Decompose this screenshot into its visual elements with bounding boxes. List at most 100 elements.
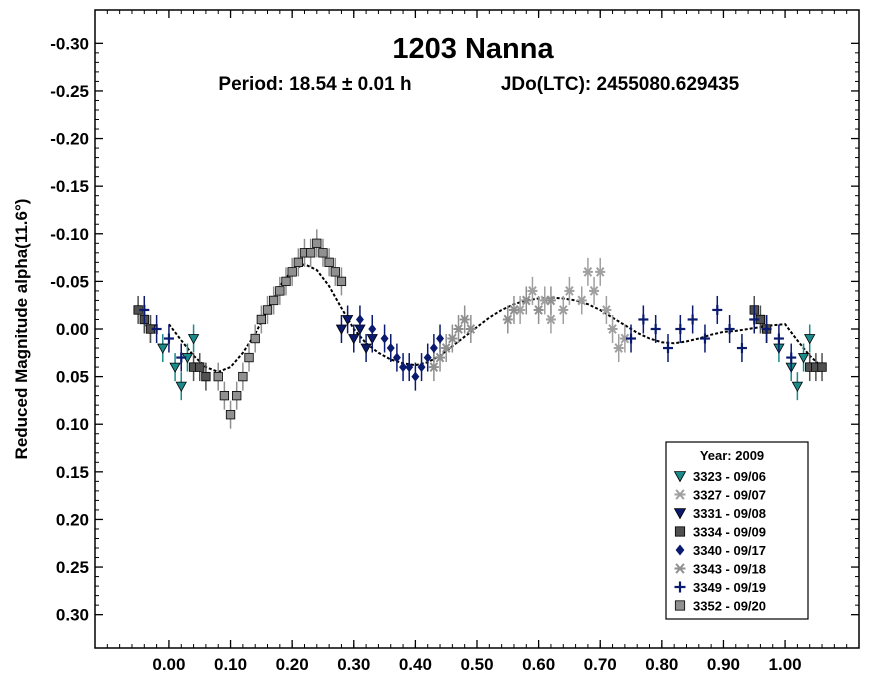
data-point (293, 257, 303, 267)
data-point (336, 276, 347, 287)
data-point (157, 343, 169, 354)
data-point (195, 362, 205, 372)
legend-marker (673, 508, 687, 520)
data-point (663, 343, 673, 354)
fit-curve-layer (168, 263, 823, 373)
data-point (360, 343, 372, 354)
data-point (545, 295, 556, 306)
legend-marker (673, 471, 687, 483)
x-tick-label: 0.90 (707, 655, 740, 674)
y-tick-label: 0.10 (56, 415, 89, 434)
data-point (558, 305, 569, 315)
data-point (502, 314, 513, 325)
data-point (564, 286, 575, 296)
y-tick-label: -0.20 (50, 130, 89, 149)
data-point (219, 391, 230, 401)
y-tick-label: -0.30 (50, 34, 89, 53)
legend-marker (674, 526, 686, 537)
x-tick-label: 0.80 (645, 655, 678, 674)
data-point (399, 362, 408, 373)
data-point (213, 371, 223, 382)
data-point (151, 324, 162, 334)
chart-title: 1203 Nanna (392, 33, 554, 65)
data-point (527, 286, 538, 296)
data-point (225, 410, 236, 420)
data-point (791, 381, 804, 392)
x-tick-label: 0.70 (584, 655, 617, 674)
data-point (330, 267, 340, 277)
x-tick-label: 0.50 (460, 655, 493, 674)
data-point (675, 324, 686, 334)
y-tick-label: 0.00 (56, 320, 89, 339)
data-point (582, 266, 593, 277)
data-point (459, 314, 470, 325)
data-point (368, 324, 377, 334)
data-point (318, 248, 328, 258)
data-point (139, 304, 150, 315)
data-point (441, 343, 452, 353)
data-point (244, 352, 254, 363)
y-axis-label: Reduced Magnitude alpha(11.6°) (12, 199, 31, 460)
data-point (287, 267, 297, 277)
legend-marker (674, 581, 686, 593)
data-point (428, 362, 439, 372)
data-point (163, 333, 174, 344)
x-tick-label: 0.20 (276, 655, 309, 674)
x-tick-label: 0.60 (522, 655, 555, 674)
data-point (508, 305, 519, 315)
x-tick-label: 0.30 (337, 655, 370, 674)
legend-label: 3340 - 09/17 (693, 543, 766, 558)
data-point (736, 343, 747, 354)
data-point (699, 333, 710, 344)
legend-label: 3349 - 09/19 (693, 580, 766, 595)
data-point (447, 333, 458, 344)
legend-label: 3323 - 09/06 (693, 469, 766, 484)
data-point (576, 295, 587, 306)
data-point (250, 333, 260, 344)
data-point (187, 334, 200, 345)
x-tick-label: 0.40 (399, 655, 432, 674)
data-point (545, 314, 556, 325)
data-point (341, 315, 354, 326)
data-point (613, 343, 624, 353)
legend-marker (675, 544, 685, 556)
data-point (201, 371, 211, 382)
legend-entries: 3323 - 09/06 3327 - 09/07 3331 - 09/08 3334… (673, 469, 766, 614)
data-points-layer (133, 229, 827, 429)
legend-marker (674, 600, 686, 611)
y-tick-label: 0.20 (56, 510, 89, 529)
data-point (749, 314, 760, 325)
data-point (281, 276, 291, 287)
y-tick-label: -0.10 (50, 225, 89, 244)
data-point (817, 362, 827, 372)
data-point (797, 353, 810, 364)
legend-marker (674, 563, 686, 574)
data-point (423, 352, 432, 363)
data-point (324, 257, 334, 267)
data-point (335, 324, 348, 335)
data-point (638, 314, 649, 325)
y-tick-label: 0.30 (56, 606, 89, 625)
data-point (262, 305, 273, 315)
y-tick-label: 0.25 (56, 558, 89, 577)
ticks-layer: -0.30 -0.25 -0.20 -0.15 -0.10 -0.05 0.00 0.05 0.… (50, 10, 859, 674)
data-point (607, 324, 618, 334)
y-tick-label: 0.05 (56, 368, 89, 387)
y-tick-label: -0.25 (50, 82, 89, 101)
data-point (626, 333, 637, 344)
x-tick-label: 1.00 (769, 655, 802, 674)
data-point (380, 333, 389, 344)
data-point (175, 381, 187, 392)
chart-subtitle-period: Period: 18.54 ± 0.01 h (218, 74, 411, 95)
chart-subtitle-epoch: JDo(LTC): 2455080.629435 (501, 74, 740, 95)
data-point (256, 314, 267, 325)
legend: Year: 2009 3323 - 09/06 3327 - 09/07 3331 … (665, 441, 809, 620)
data-point (411, 371, 420, 382)
data-point (435, 352, 446, 363)
y-tick-label: 0.15 (56, 463, 89, 482)
x-tick-label: 0.10 (214, 655, 247, 674)
data-point (275, 286, 285, 296)
legend-label: 3331 - 09/08 (693, 506, 766, 521)
legend-label: 3327 - 09/07 (693, 488, 766, 503)
data-point (521, 295, 532, 306)
